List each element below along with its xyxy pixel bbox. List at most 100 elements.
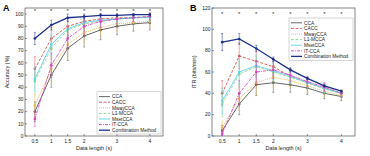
legend-box: [289, 18, 353, 60]
error-bar: [50, 20, 52, 30]
significance-marker: *: [340, 11, 343, 17]
y-tick-label: 70: [18, 47, 24, 53]
x-tick: [341, 134, 342, 136]
point: [83, 15, 86, 18]
legend-label: IT-CCA: [304, 49, 321, 54]
legend-swatch: [291, 34, 302, 35]
point: [238, 71, 241, 74]
y-tick: [212, 136, 214, 137]
error-bar: [132, 15, 134, 30]
y-tick: [25, 87, 27, 88]
legend-label: IT-CCA: [112, 122, 129, 127]
significance-marker: *: [116, 8, 119, 14]
error-bar: [306, 76, 308, 87]
point: [50, 43, 53, 46]
point: [340, 90, 343, 93]
error-bar: [323, 83, 325, 92]
error-bar: [340, 90, 342, 96]
x-tick-label: 3: [306, 138, 309, 144]
error-bar: [149, 15, 151, 30]
point: [221, 126, 224, 129]
x-tick-label: 4: [148, 138, 151, 144]
error-bar: [83, 18, 85, 35]
point: [50, 24, 53, 27]
y-tick-label: 20: [18, 108, 24, 114]
error-bar: [116, 14, 118, 16]
error-bar: [132, 14, 134, 21]
legend-label: MsetCCA: [112, 117, 133, 122]
legend-swatch: [291, 50, 302, 51]
y-axis-label: Accuracy (%): [4, 55, 10, 88]
point: [34, 37, 37, 40]
y-tick: [212, 114, 214, 115]
error-bar: [116, 14, 118, 24]
series-line: [222, 56, 341, 93]
error-bar: [34, 67, 36, 91]
y-tick-label: 20: [205, 111, 211, 117]
x-tick: [256, 134, 257, 136]
series-line: [35, 18, 150, 81]
point: [132, 16, 135, 19]
x-tick: [51, 134, 52, 136]
error-bar: [50, 53, 52, 77]
series-line: [35, 15, 150, 39]
error-bar: [272, 61, 274, 78]
panel: 01020304050607080901000.511.5234Data len…: [3, 3, 163, 151]
x-axis-label: Data length (s): [265, 145, 301, 151]
point: [221, 133, 224, 136]
y-tick-label: 30: [18, 96, 24, 102]
error-bar: [67, 28, 69, 50]
point: [238, 55, 241, 58]
y-tick-label: 100: [202, 26, 211, 32]
legend-label: L1-MCCA: [112, 111, 134, 116]
point: [99, 20, 102, 23]
y-tick: [212, 8, 214, 9]
error-bar: [340, 90, 342, 92]
y-tick-label: 80: [18, 35, 24, 41]
point: [255, 47, 258, 50]
x-tick-label: 1: [238, 138, 241, 144]
y-tick: [25, 38, 27, 39]
point: [132, 16, 135, 19]
error-bar: [255, 45, 257, 51]
figure: 01020304050607080901000.511.5234Data len…: [0, 0, 370, 156]
y-tick: [25, 26, 27, 27]
y-tick: [25, 99, 27, 100]
point: [83, 25, 86, 28]
error-bar: [323, 85, 325, 87]
significance-marker: *: [221, 11, 224, 17]
x-tick-label: 2: [83, 138, 86, 144]
point: [34, 104, 37, 107]
x-tick: [239, 134, 240, 136]
y-axis-label: ITR (bits/min): [191, 55, 197, 88]
error-bar: [132, 14, 134, 21]
legend-swatch: [291, 45, 302, 46]
point: [289, 69, 292, 72]
error-bar: [306, 77, 308, 79]
error-bar: [272, 57, 274, 61]
panel-title: A: [3, 3, 10, 13]
legend-label: CCA: [304, 21, 315, 26]
point: [132, 16, 135, 19]
y-tick: [212, 93, 214, 94]
series-line: [222, 70, 341, 134]
legend-label: CACC: [112, 100, 126, 105]
legend-swatch: [291, 39, 302, 40]
y-tick: [25, 111, 27, 112]
y-tick-label: 0: [208, 133, 211, 139]
legend-swatch: [99, 102, 110, 103]
point: [255, 71, 258, 74]
point: [116, 18, 119, 21]
significance-marker: *: [289, 11, 292, 17]
point: [132, 16, 135, 19]
significance-marker: *: [306, 11, 309, 17]
y-tick-label: 0: [21, 133, 24, 139]
y-tick: [212, 29, 214, 30]
legend-swatch: [99, 113, 110, 114]
legend-swatch: [291, 22, 302, 23]
error-bar: [238, 34, 240, 45]
error-bar: [340, 90, 342, 96]
x-tick: [149, 134, 150, 136]
x-tick: [273, 134, 274, 136]
error-bar: [34, 32, 36, 44]
